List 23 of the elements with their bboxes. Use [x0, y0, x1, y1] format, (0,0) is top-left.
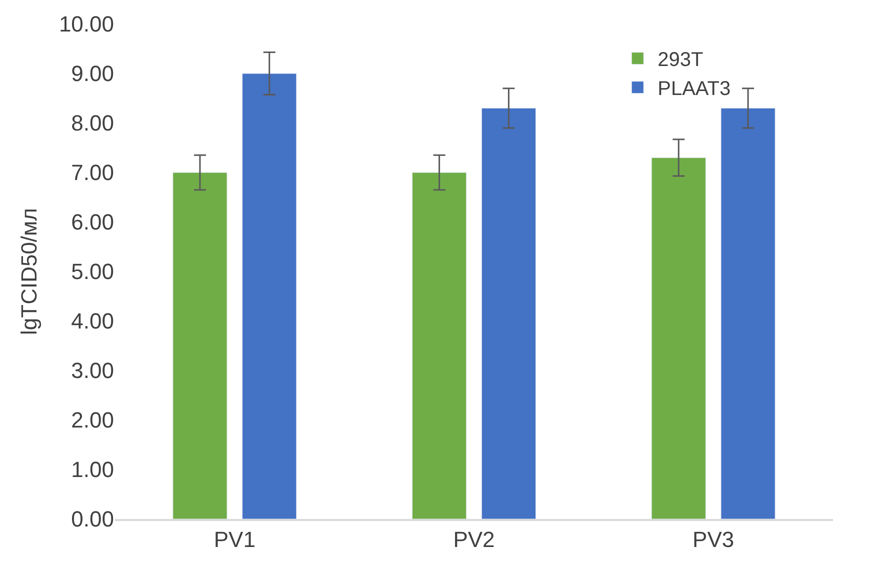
bar [720, 108, 776, 519]
y-tick-label: 3.00 [71, 358, 114, 384]
y-tick-label: 7.00 [71, 160, 114, 186]
bar [242, 73, 297, 519]
y-tick-label: 9.00 [71, 61, 114, 86]
y-tick-label: 2.00 [71, 408, 114, 433]
legend-label: 293T [658, 49, 704, 72]
y-tick-label: 4.00 [71, 308, 114, 334]
bar [481, 108, 536, 519]
y-axis-title: lgTCID50/мл [16, 208, 42, 335]
bar [651, 157, 706, 519]
bar [172, 172, 228, 519]
y-tick-label: 5.00 [71, 259, 114, 284]
y-tick-label: 8.00 [71, 110, 114, 136]
y-tick-label: 10.00 [58, 12, 114, 37]
y-tick-label: 6.00 [71, 210, 114, 235]
x-tick-label: PV2 [453, 527, 495, 552]
x-tick-label: PV3 [692, 527, 734, 552]
y-tick-label: 1.00 [71, 457, 114, 482]
bar [412, 172, 467, 519]
y-tick-label: 0.00 [71, 506, 114, 532]
x-tick-label: PV1 [214, 527, 256, 552]
legend-label: PLAAT3 [658, 78, 731, 100]
